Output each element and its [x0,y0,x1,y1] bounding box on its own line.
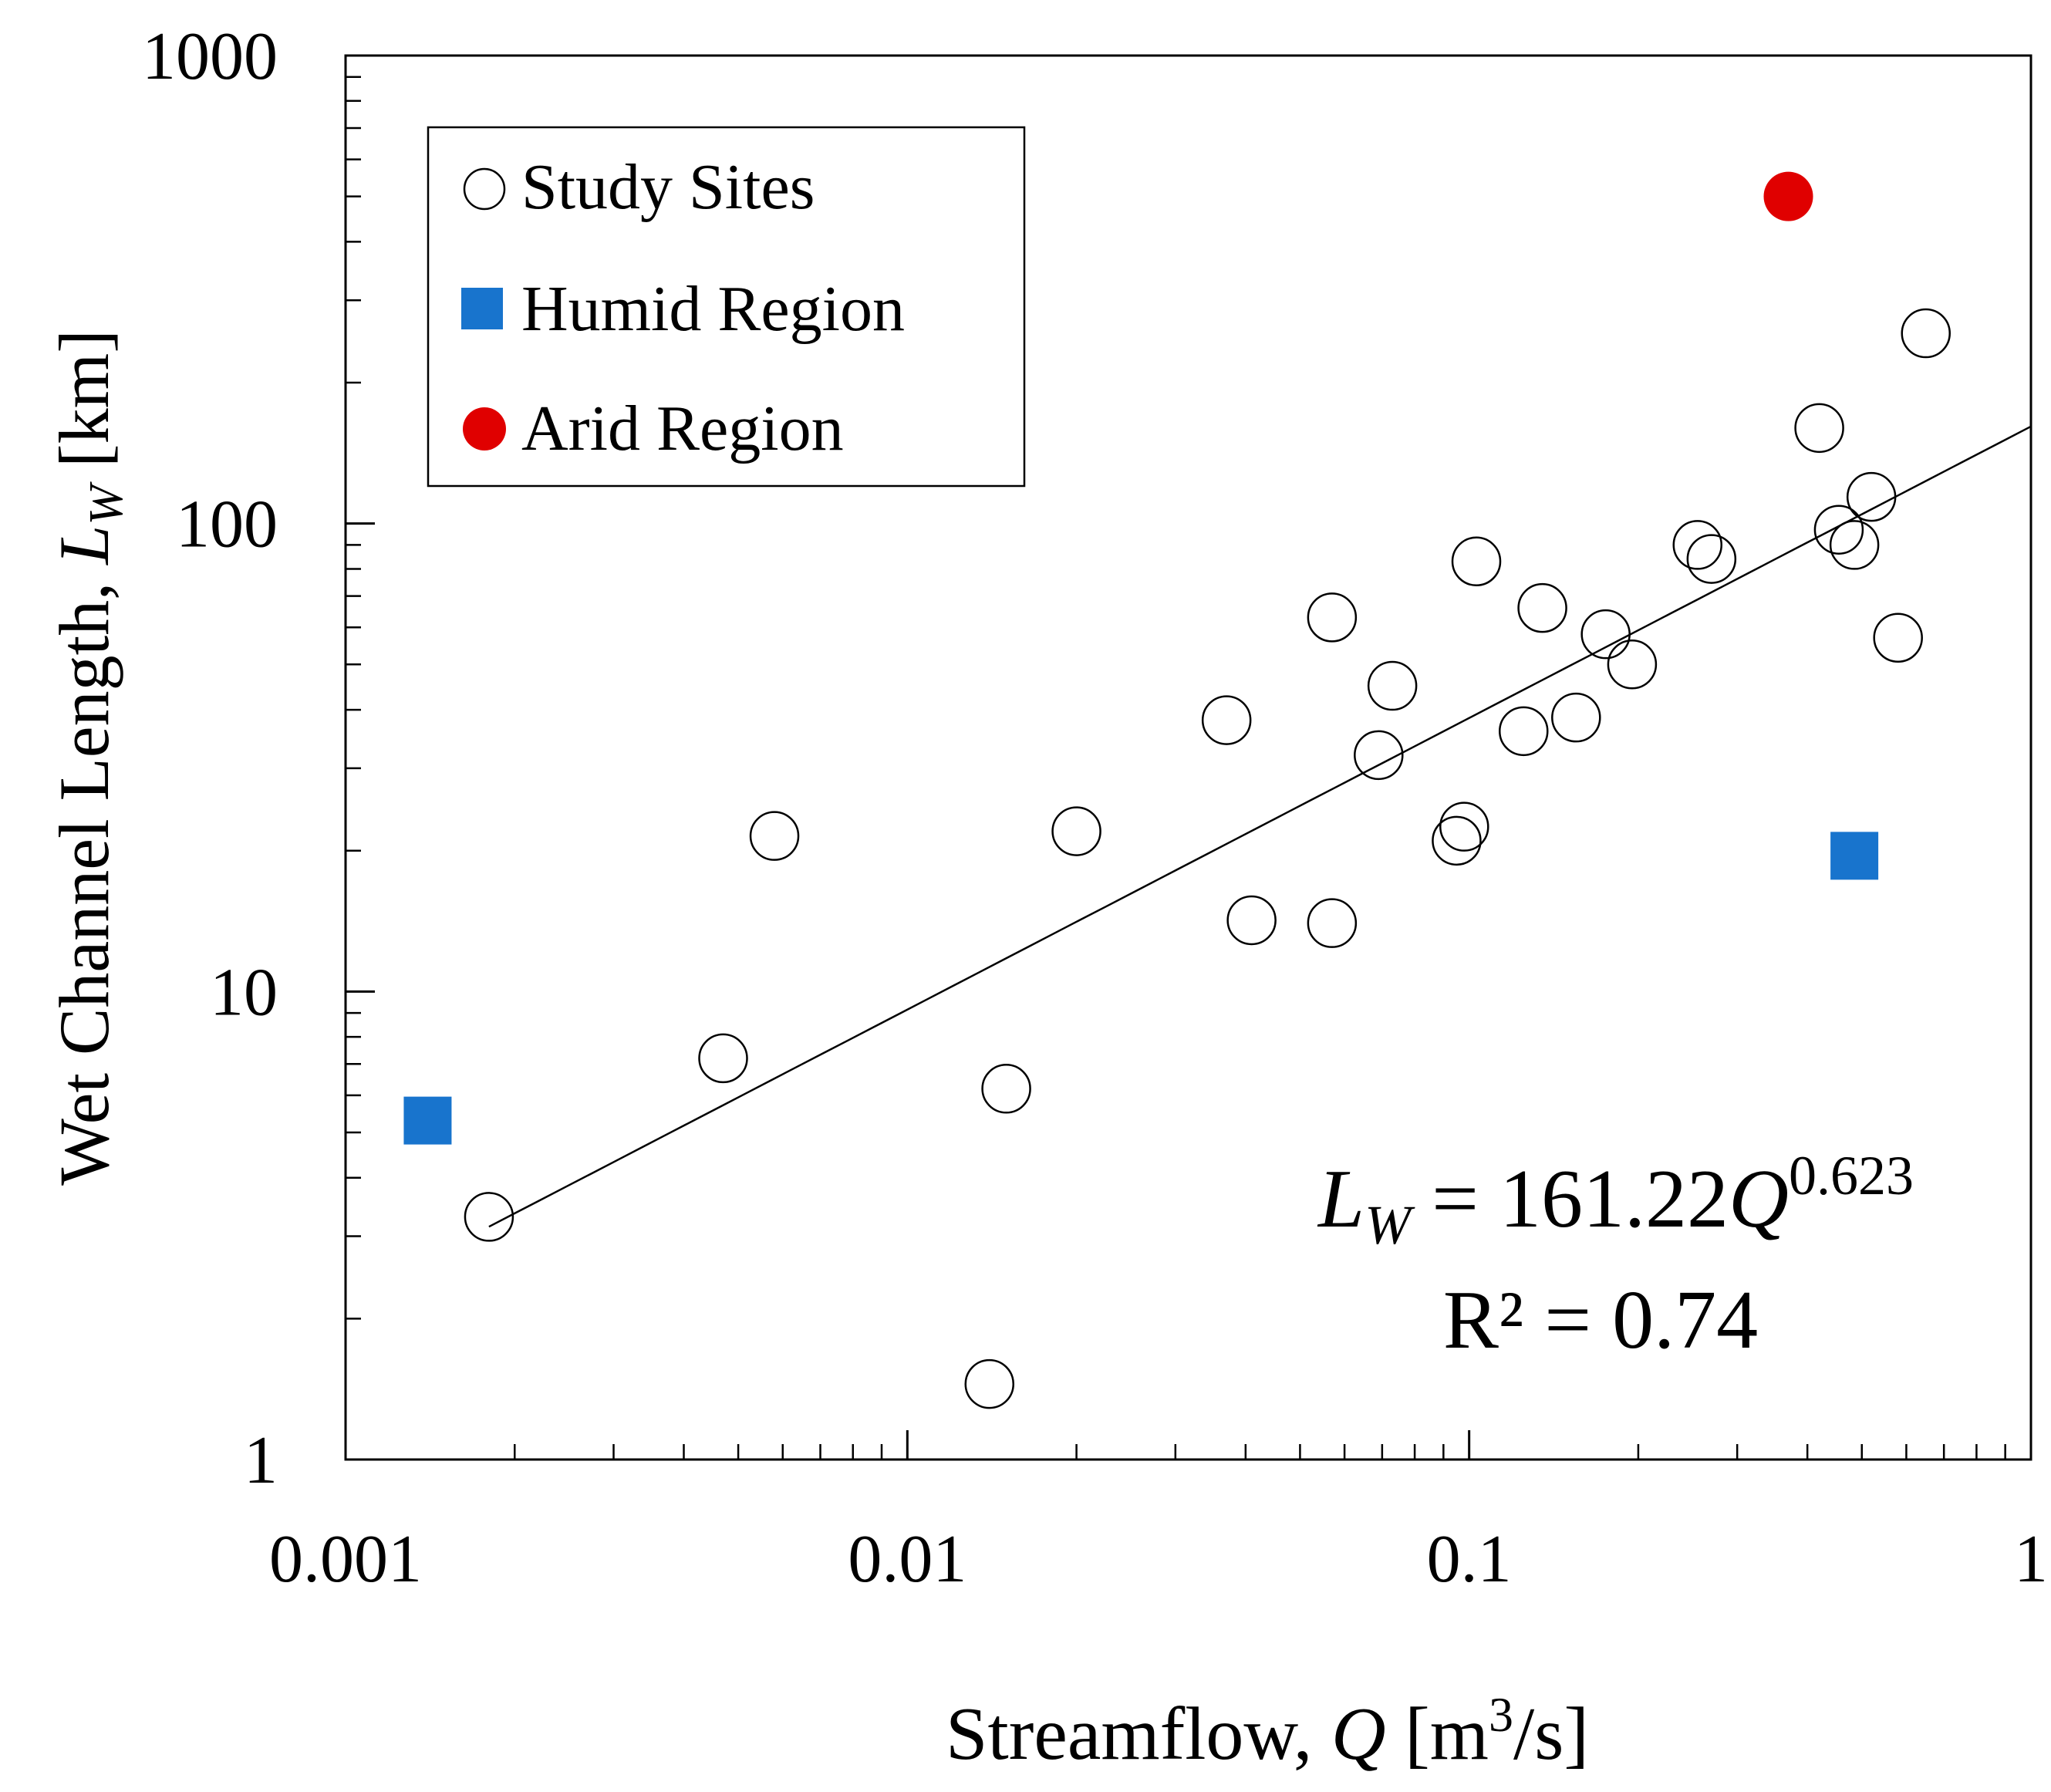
data-points [403,171,1951,1409]
legend: Study Sites Humid Region Arid Region [427,126,1026,488]
x-tick-label: 0.01 [848,1522,966,1597]
study-site-point [1226,895,1277,946]
x-axis-label-prefix: Streamflow, [946,1692,1331,1776]
study-site-point [1307,592,1358,643]
study-site-point [1873,613,1923,663]
legend-marker-arid-region [463,407,506,451]
study-site-point [1367,660,1418,711]
study-site-point [1551,692,1601,743]
study-site-point [1517,582,1567,633]
x-tick-label: 0.001 [269,1522,422,1597]
study-site-point [1829,520,1880,570]
fit-line [488,425,2032,1228]
humid-region-point [403,1096,452,1145]
humid-region-point [1830,832,1879,880]
study-site-point [1498,706,1549,757]
y-tick-label: 10 [210,955,278,1030]
arid-region-point [1763,171,1813,221]
study-site-point [1686,534,1737,584]
equation-lhs-sub: W [1365,1194,1415,1256]
y-axis-label-var: L [45,525,123,566]
x-axis-label-unit-sup: 3 [1489,1687,1513,1742]
y-tick-label: 1000 [142,19,278,94]
y-axis-label: Wet Channel Length, LW [km] [45,329,133,1186]
x-axis-label-unit-open: [m [1386,1692,1489,1776]
study-site-point [464,1192,514,1242]
x-tick-label: 0.1 [1427,1522,1512,1597]
x-axis-label-unit-close: /s] [1513,1692,1589,1776]
study-site-point [981,1064,1031,1114]
study-site-point [1607,640,1658,690]
equation-rhs: = 161.22 [1411,1153,1729,1245]
study-site-point [1201,695,1252,745]
study-site-point [1432,815,1482,866]
legend-label-humid-region: Humid Region [521,273,905,345]
legend-label-study-sites: Study Sites [521,151,815,223]
study-site-point [1813,505,1864,555]
y-axis-label-prefix: Wet Channel Length, [45,565,123,1186]
equation-exponent: 0.623 [1789,1145,1914,1206]
equation-lhs-var: L [1317,1153,1365,1245]
y-tick-label: 100 [176,488,278,562]
study-site-point [1051,806,1101,856]
fit-layer [488,425,2032,1228]
r-squared: R² = 0.74 [1443,1274,1758,1366]
study-site-point [1846,471,1897,522]
study-site-point [749,811,800,861]
study-site-point [1451,536,1502,587]
y-tick-label: 1 [244,1423,278,1498]
y-axis-label-unit: [km] [45,329,123,485]
x-axis-label-var: Q [1331,1692,1386,1776]
study-site-point [1439,802,1489,852]
axis-tick-labels: 0.001 0.01 0.1 1 1 10 100 1000 [142,19,2048,1597]
legend-label-arid-region: Arid Region [521,393,844,464]
equation-q-var: Q [1729,1153,1789,1245]
study-site-point [1580,609,1631,660]
x-tick-label: 1 [2014,1522,2048,1597]
study-site-point [698,1033,748,1084]
study-site-point [1794,403,1844,454]
legend-box [427,126,1026,488]
legend-marker-humid-region [461,288,503,329]
study-site-point [1901,308,1951,359]
fit-equation: LW = 161.22Q0.623 [1317,1145,1914,1256]
study-site-point [964,1358,1015,1409]
x-axis-label: Streamflow, Q [m3/s] [946,1687,1589,1776]
study-site-point [1354,730,1404,781]
legend-marker-study-sites [463,167,506,211]
axis-ticks [344,54,2032,1461]
study-site-point [1307,898,1358,948]
y-axis-label-sub: W [80,481,133,525]
study-site-point [1672,520,1723,570]
